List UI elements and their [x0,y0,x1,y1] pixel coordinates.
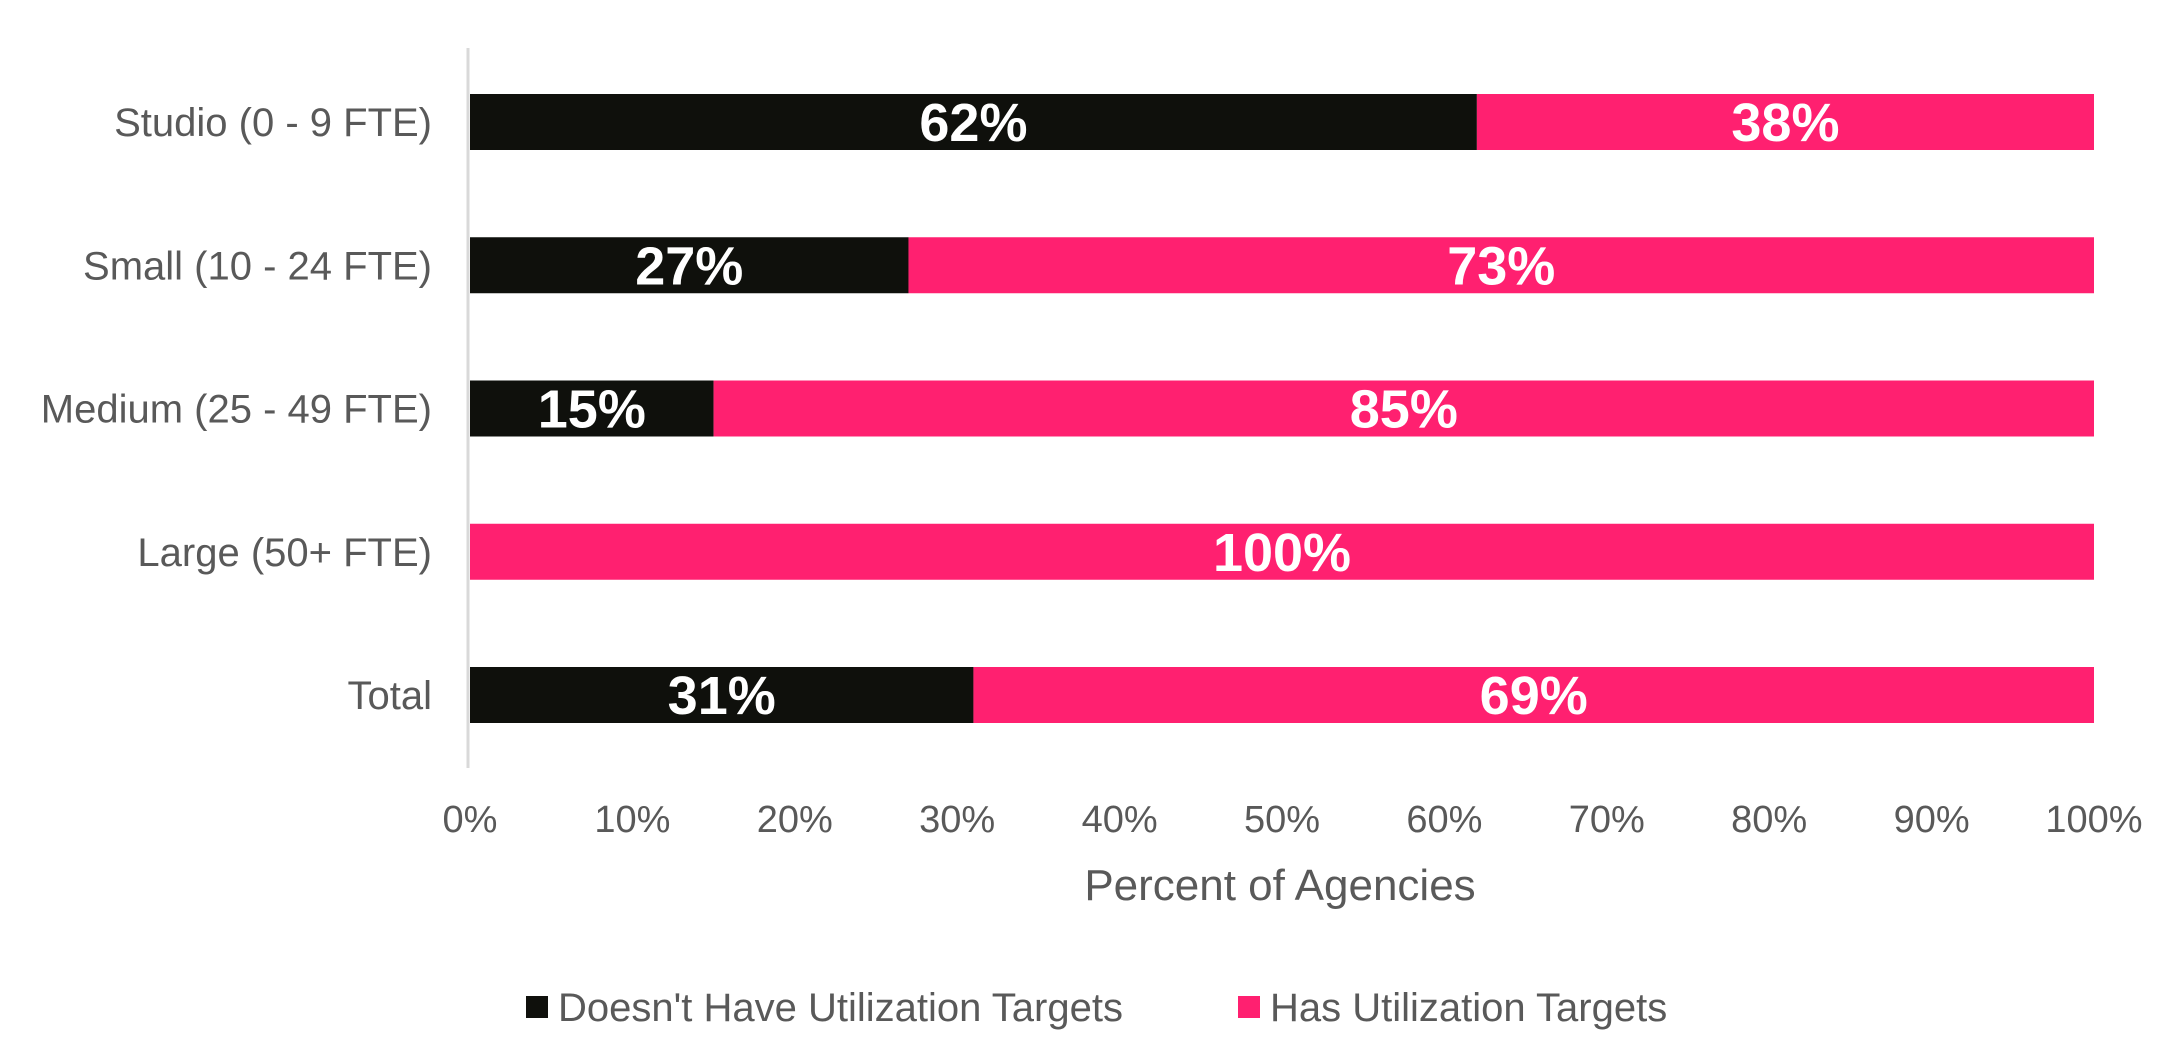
x-tick-label: 0% [443,799,498,841]
legend-label: Doesn't Have Utilization Targets [558,986,1123,1030]
x-tick-label: 100% [2045,799,2142,841]
category-label: Medium (25 - 49 FTE) [41,388,432,432]
bar-segment [713,380,2094,437]
data-label: 38% [1731,93,1839,153]
data-label: 100% [1213,523,1351,583]
bar-segment [470,523,2094,580]
data-label: 31% [668,666,776,726]
legend-swatch [1238,996,1260,1018]
bar-segment [470,94,1477,150]
data-label: 15% [538,380,646,440]
category-label: Small (10 - 24 FTE) [83,244,432,288]
data-label: 62% [919,93,1027,153]
bar-segment [470,380,714,437]
x-tick-label: 70% [1569,799,1645,841]
bar-segment [908,237,2094,294]
legend: Doesn't Have Utilization Targets Has Util… [526,986,1667,1030]
category-label: Total [348,674,433,718]
x-tick-label: 20% [757,799,833,841]
category-label: Studio (0 - 9 FTE) [114,101,432,145]
legend-swatch [526,996,548,1018]
x-tick-label: 10% [594,799,670,841]
x-tick-labels: 0% 10% 20% 30% 40% 50% 60% 70% 80% 90% 100% [443,799,2143,841]
data-label: 73% [1447,236,1555,296]
x-tick-label: 50% [1244,799,1320,841]
bar-segment [470,667,974,723]
x-axis-title: Percent of Agencies [1084,861,1475,910]
data-label: 69% [1480,666,1588,726]
x-tick-label: 60% [1406,799,1482,841]
x-tick-label: 80% [1731,799,1807,841]
x-tick-label: 90% [1894,799,1970,841]
category-label: Large (50+ FTE) [137,531,432,575]
bar-segment [470,237,909,294]
x-tick-label: 30% [919,799,995,841]
category-labels: Studio (0 - 9 FTE) Small (10 - 24 FTE) Med… [41,101,432,718]
data-labels: 62% 38% 27% 73% 15% 85% 100% 31% 69% [538,93,1840,726]
bars-group [470,94,2095,723]
legend-label: Has Utilization Targets [1270,986,1667,1030]
bar-segment [1476,94,2094,150]
x-tick-label: 40% [1082,799,1158,841]
data-label: 85% [1350,380,1458,440]
data-label: 27% [635,236,743,296]
bar-segment [973,667,2095,723]
